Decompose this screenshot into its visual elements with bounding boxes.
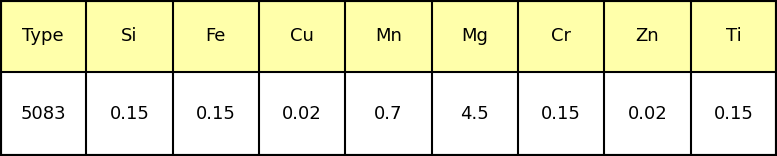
Bar [259, 72, 345, 156]
Text: Mn: Mn [375, 27, 402, 45]
Bar [0, 0, 86, 72]
Text: 4.5: 4.5 [461, 105, 490, 123]
Text: Si: Si [121, 27, 138, 45]
Bar [172, 72, 259, 156]
Bar [0, 72, 86, 156]
Text: Zn: Zn [636, 27, 660, 45]
Text: Type: Type [23, 27, 64, 45]
Text: Cr: Cr [551, 27, 571, 45]
Text: Fe: Fe [206, 27, 226, 45]
Bar [259, 0, 345, 72]
Bar [605, 0, 691, 72]
Bar [518, 0, 605, 72]
Bar [172, 0, 259, 72]
Bar [86, 0, 172, 72]
Text: 0.7: 0.7 [375, 105, 402, 123]
Bar [86, 72, 172, 156]
Bar [432, 72, 518, 156]
Text: 0.15: 0.15 [110, 105, 149, 123]
Text: 0.02: 0.02 [282, 105, 322, 123]
Bar [691, 0, 777, 72]
Bar [691, 72, 777, 156]
Text: 0.02: 0.02 [628, 105, 667, 123]
Text: Ti: Ti [726, 27, 742, 45]
Text: 0.15: 0.15 [714, 105, 754, 123]
Bar [518, 72, 605, 156]
Text: Cu: Cu [291, 27, 314, 45]
Bar [605, 72, 691, 156]
Bar [345, 0, 432, 72]
Bar [345, 72, 432, 156]
Text: 5083: 5083 [20, 105, 66, 123]
Text: 0.15: 0.15 [196, 105, 235, 123]
Text: 0.15: 0.15 [542, 105, 581, 123]
Bar [432, 0, 518, 72]
Text: Mg: Mg [462, 27, 488, 45]
